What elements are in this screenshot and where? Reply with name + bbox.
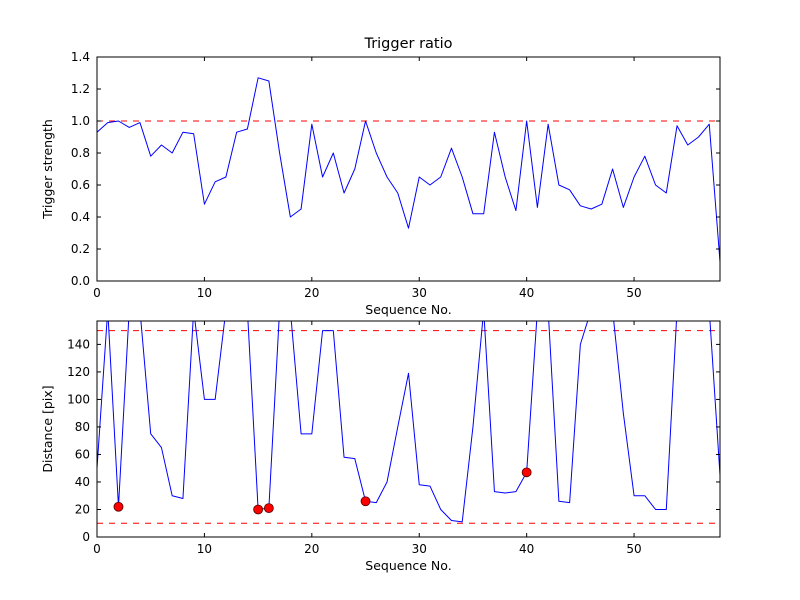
axes-frame xyxy=(96,320,721,538)
axes-frame xyxy=(96,56,721,282)
top-plot: 0 10 20 30 40 50 0.0 0.2 0.4 0.6 0.8 1.0 1.2 1.4 Seque… xyxy=(40,36,721,317)
trigger-strength-line xyxy=(97,77,720,262)
y-tick-label: 120 xyxy=(67,365,90,379)
bottom-plot: 0 10 20 30 40 50 0 20 40 60 80 100 120 140 Sequence No… xyxy=(40,320,721,573)
y-tick-label: 1.4 xyxy=(71,50,90,64)
y-tick-label: 0 xyxy=(82,530,90,544)
y-tick-label: 80 xyxy=(75,420,90,434)
x-tick-label: 30 xyxy=(412,286,427,300)
y-axis-label: Distance [pix] xyxy=(40,385,55,472)
x-tick-label: 0 xyxy=(93,542,101,556)
axes-background xyxy=(97,321,720,537)
y-tick-label: 140 xyxy=(67,337,90,351)
x-tick-label: 40 xyxy=(519,286,534,300)
x-axis-label: Sequence No. xyxy=(365,558,451,573)
x-tick-label: 0 xyxy=(93,286,101,300)
trigger-event-marker xyxy=(113,501,124,512)
x-tick-label: 50 xyxy=(626,286,641,300)
y-tick-label: 20 xyxy=(75,502,90,516)
axes-background xyxy=(97,57,720,281)
x-tick-label: 50 xyxy=(626,542,641,556)
y-tick-label: 0.8 xyxy=(71,146,90,160)
y-tick-label: 40 xyxy=(75,475,90,489)
x-tick-label: 40 xyxy=(519,542,534,556)
x-tick-label: 10 xyxy=(197,286,212,300)
x-tick-label: 20 xyxy=(304,286,319,300)
y-axis-label: Trigger strength xyxy=(40,119,55,220)
chart-title: Trigger ratio xyxy=(363,36,452,52)
y-tick-label: 0.6 xyxy=(71,178,90,192)
y-tick-label: 0.4 xyxy=(71,210,90,224)
y-tick-label: 0.2 xyxy=(71,242,90,256)
trigger-event-marker xyxy=(263,503,274,514)
y-tick-label: 100 xyxy=(67,392,90,406)
y-tick-label: 0.0 xyxy=(71,274,90,288)
trigger-event-marker xyxy=(521,467,532,478)
y-tick-label: 60 xyxy=(75,447,90,461)
trigger-event-marker xyxy=(360,496,371,507)
trigger-event-marker xyxy=(253,504,264,515)
y-tick-label: 1.2 xyxy=(71,82,90,96)
x-tick-label: 20 xyxy=(304,542,319,556)
x-axis-label: Sequence No. xyxy=(365,302,451,317)
distance-line xyxy=(97,321,720,523)
x-tick-label: 10 xyxy=(197,542,212,556)
x-tick-label: 30 xyxy=(412,542,427,556)
y-tick-label: 1.0 xyxy=(71,114,90,128)
